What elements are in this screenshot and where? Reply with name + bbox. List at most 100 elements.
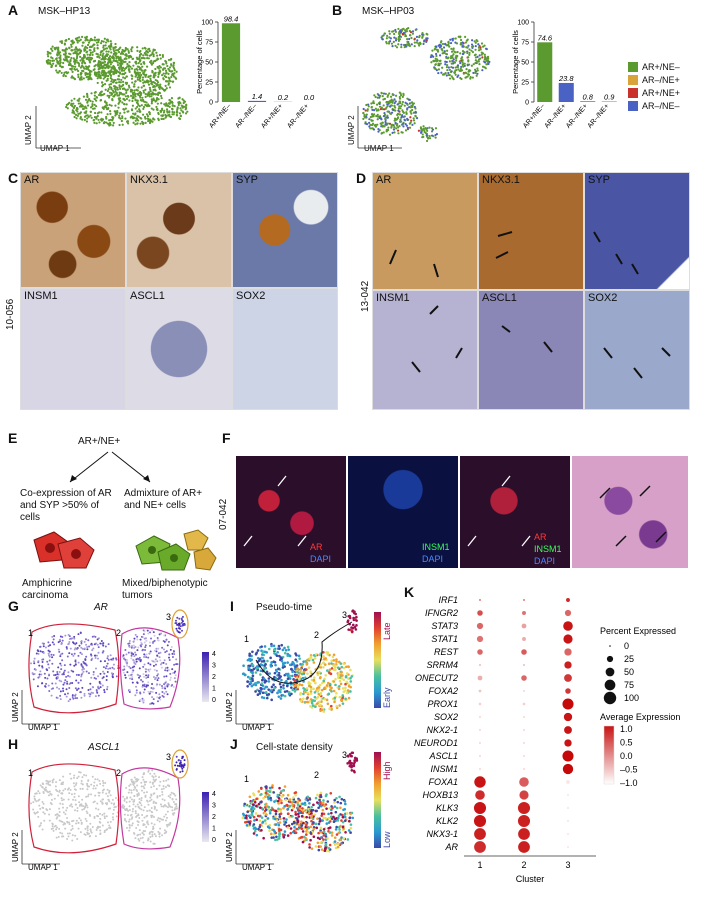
umap-point [288, 677, 292, 680]
umap-point [269, 832, 273, 836]
umap-point [158, 835, 161, 838]
umap-point [150, 816, 153, 819]
umap-point [374, 95, 377, 99]
umap-point [255, 667, 258, 670]
umap-point [392, 108, 395, 112]
umap-point [109, 63, 112, 66]
umap-point [108, 121, 112, 125]
umap-point [163, 67, 167, 70]
umap-point [393, 104, 396, 107]
umap-point [133, 637, 136, 640]
umap-point [152, 776, 155, 779]
umap-point [172, 685, 175, 688]
umap-point [151, 629, 154, 632]
umap-point [151, 835, 154, 838]
umap-point [332, 653, 336, 657]
umap-point [383, 108, 386, 111]
umap-point [118, 123, 121, 127]
umap-point [149, 88, 152, 91]
umap-point [425, 40, 428, 44]
umap-point [150, 822, 153, 825]
umap-point [276, 650, 279, 654]
umap-point [147, 690, 150, 693]
umap-point [38, 792, 41, 795]
umap-point [484, 47, 488, 50]
umap-point [181, 764, 184, 767]
umap-point [298, 807, 302, 810]
umap-point [61, 687, 64, 690]
umap-point [255, 651, 259, 655]
umap-point [262, 797, 265, 800]
umap-point [267, 677, 271, 680]
umap-point [76, 777, 79, 780]
umap-point [161, 691, 164, 694]
if-label-ar: AR [534, 532, 547, 542]
umap-point [93, 116, 97, 119]
umap-point [82, 95, 86, 98]
bar [580, 101, 596, 102]
umap-point [59, 831, 62, 834]
umap-point [171, 80, 175, 83]
umap-point [175, 70, 178, 73]
umap-point [288, 804, 292, 808]
umap-point [351, 630, 354, 633]
umap-point [309, 831, 313, 835]
umap-point [320, 700, 323, 703]
umap-point [57, 794, 60, 797]
umap-point [69, 67, 72, 71]
umap-point [123, 93, 126, 96]
umap-point [140, 99, 143, 102]
umap-point [157, 71, 160, 74]
umap-point [478, 54, 481, 57]
umap-point [404, 33, 407, 36]
umap-point [157, 75, 160, 78]
umap-point [146, 104, 149, 108]
umap-point [109, 58, 112, 62]
umap-point [116, 78, 119, 81]
umap-point [76, 41, 79, 44]
umap-point [143, 823, 146, 826]
umap-b [357, 27, 491, 149]
umap-point [439, 59, 442, 62]
umap-point [135, 689, 138, 692]
umap-point [154, 801, 157, 804]
umap-point [131, 92, 135, 95]
umap-point [163, 634, 166, 637]
umap-point [87, 688, 90, 691]
umap-point [147, 57, 150, 60]
umap-point [79, 55, 82, 58]
umap-point [453, 71, 456, 74]
umap-point [106, 788, 109, 791]
umap-point [131, 681, 134, 684]
umap-point [292, 796, 295, 799]
umap-point [85, 810, 88, 813]
umap-point [156, 639, 159, 642]
umap-point [42, 811, 45, 814]
umap-point [394, 30, 398, 33]
umap-point [135, 685, 138, 688]
umap-point [136, 46, 139, 49]
umap-point [77, 795, 80, 798]
umap-point [119, 52, 123, 55]
umap-point [75, 679, 78, 682]
umap-point [381, 35, 384, 38]
umap-point [130, 67, 134, 70]
umap-point [350, 754, 353, 758]
umap-point [155, 787, 158, 790]
umap-point [390, 125, 393, 128]
umap-point [155, 684, 158, 687]
umap-point [408, 102, 411, 105]
umap-point [145, 653, 148, 656]
umap-point [42, 658, 45, 661]
umap-point [72, 106, 75, 110]
umap-point [57, 648, 60, 651]
umap-point [335, 691, 338, 695]
umap-point [277, 673, 281, 677]
umap-point [77, 61, 80, 64]
umap-point [45, 808, 48, 811]
umap-point [290, 692, 293, 696]
umap-point [147, 676, 150, 679]
umap-point [68, 823, 71, 826]
umap-point [32, 808, 35, 811]
umap-point [120, 78, 123, 82]
